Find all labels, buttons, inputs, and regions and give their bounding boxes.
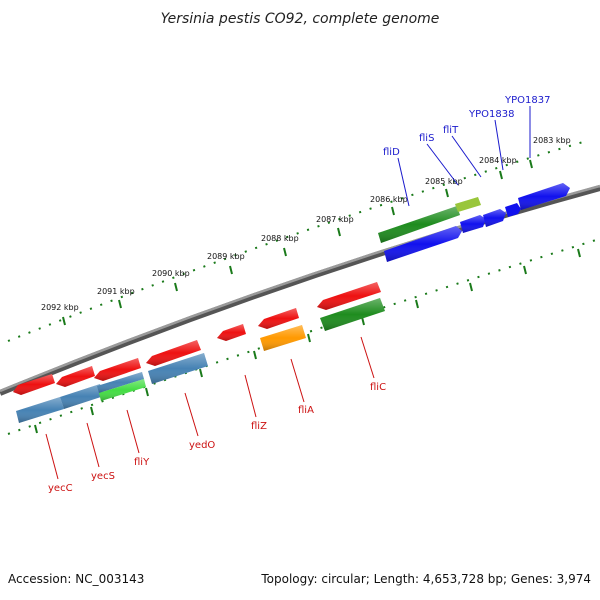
- gene-fliS-arrow: [455, 197, 481, 212]
- accession-text: Accession: NC_003143: [8, 572, 145, 586]
- map-title: Yersinia pestis CO92, complete genome: [161, 11, 440, 27]
- gene-blue-lower-arrow: [384, 226, 462, 262]
- gene-fliY-bar: [99, 379, 146, 401]
- gene-yecS-bar: [60, 384, 104, 409]
- gene-YPO1837-arrow: [505, 183, 570, 217]
- tick-label: 2090 kbp: [152, 269, 190, 278]
- gene-name: fliD: [383, 147, 400, 158]
- gene-name: fliS: [419, 133, 434, 144]
- reverse-strand-genes: [13, 282, 385, 423]
- tick-2091: 2091 kbp: [97, 287, 135, 309]
- label-fliT: fliT: [443, 125, 482, 178]
- gene-red-arrow-1: [13, 374, 55, 395]
- label-yecS: yecS: [86, 422, 115, 482]
- tick-label: 2086 kbp: [370, 195, 408, 204]
- gene-red-arrow-7: [317, 282, 381, 310]
- gene-name: fliZ: [251, 421, 267, 432]
- forward-gene-labels: fliD fliS fliT YPO1838 YPO1837: [383, 95, 550, 207]
- label-fliZ: fliZ: [244, 374, 267, 432]
- gene-name: YPO1838: [468, 109, 514, 120]
- label-YPO1838: YPO1838: [468, 109, 514, 171]
- gene-yedO-bar: [148, 353, 208, 384]
- tick-label: 2083 kbp: [533, 136, 571, 145]
- gene-name: YPO1837: [504, 95, 550, 106]
- reverse-gene-labels: yecC yecS fliY yedO fliZ fliA fliC: [45, 336, 386, 494]
- gene-fliT-arrow: [460, 215, 486, 233]
- gene-name: yecC: [48, 483, 73, 494]
- tick-2088: 2088 kbp: [261, 234, 299, 257]
- tick-2092: 2092 kbp: [41, 303, 79, 326]
- tick-label: 2085 kbp: [425, 177, 463, 186]
- tick-label: 2091 kbp: [97, 287, 135, 296]
- tick-label: 2092 kbp: [41, 303, 79, 312]
- gene-name: yedO: [189, 440, 215, 451]
- label-YPO1837: YPO1837: [504, 95, 550, 158]
- tick-label: 2088 kbp: [261, 234, 299, 243]
- label-fliA: fliA: [290, 358, 314, 416]
- label-yecC: yecC: [45, 433, 73, 494]
- gene-yecC-bar: [16, 397, 64, 423]
- label-fliY: fliY: [126, 409, 150, 468]
- label-fliC: fliC: [360, 336, 386, 393]
- gene-red-arrow-5: [217, 324, 246, 341]
- genome-summary-text: Topology: circular; Length: 4,653,728 bp…: [261, 572, 591, 586]
- tick-label: 2089 kbp: [207, 252, 245, 261]
- gene-name: fliY: [134, 457, 150, 468]
- gene-name: yecS: [91, 471, 115, 482]
- gene-red-arrow-2: [56, 366, 95, 387]
- tick-2086: 2086 kbp: [370, 195, 408, 216]
- label-yedO: yedO: [184, 392, 215, 451]
- label-fliS: fliS: [419, 133, 459, 186]
- tick-label: 2084 kbp: [479, 156, 517, 165]
- label-fliD: fliD: [383, 147, 410, 207]
- tick-label: 2087 kbp: [316, 215, 354, 224]
- tick-2085: 2085 kbp: [425, 177, 463, 198]
- gene-fliA-bar: [260, 325, 306, 351]
- gene-name: fliC: [370, 382, 386, 393]
- tick-2089: 2089 kbp: [207, 252, 245, 275]
- gene-YPO1838-arrow: [483, 209, 506, 227]
- tick-2090: 2090 kbp: [152, 269, 190, 292]
- gene-red-arrow-3: [94, 358, 141, 381]
- gene-name: fliA: [298, 405, 314, 416]
- tick-2084: 2084 kbp: [479, 156, 517, 180]
- gene-steelblue-bar-a: [97, 372, 144, 393]
- tick-2083: 2083 kbp: [529, 136, 571, 169]
- tick-2087: 2087 kbp: [316, 215, 354, 237]
- gene-red-arrow-4: [146, 340, 201, 366]
- outer-tick-track: [7, 139, 591, 342]
- gene-fliD-arrow: [378, 206, 460, 243]
- gene-red-arrow-6: [258, 308, 299, 329]
- genome-backbone: [0, 184, 600, 396]
- gene-name: fliT: [443, 125, 459, 136]
- forward-strand-genes: [378, 183, 570, 262]
- gene-fliC-bar: [320, 298, 385, 331]
